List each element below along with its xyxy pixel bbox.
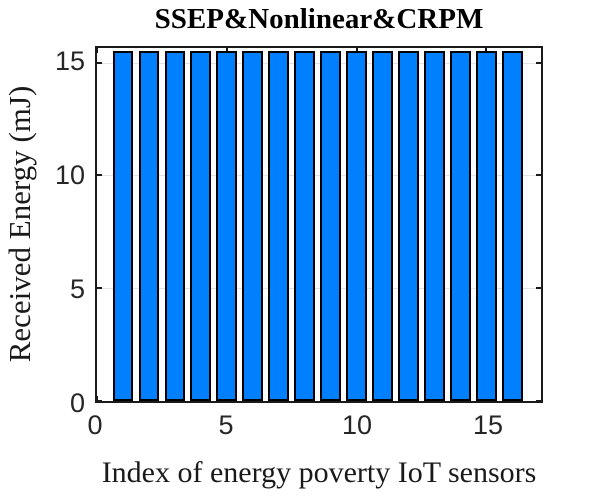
bar [190,51,212,401]
x-axis-label: Index of energy poverty IoT sensors [101,456,537,489]
bar [242,51,264,401]
bar [268,51,290,401]
x-tick-top [355,48,358,53]
chart-title: SSEP&Nonlinear&CRPM [154,3,484,35]
bar [398,51,419,401]
bar [346,51,368,401]
bar [502,51,523,401]
y-tick-label: 10 [54,159,85,190]
bar [372,51,393,401]
y-tick-left [97,174,102,177]
bar [320,51,342,401]
x-tick-top [96,48,98,53]
y-tick-right [536,400,541,402]
y-tick-right [536,174,541,177]
y-tick-left [97,61,102,64]
bar [424,51,445,401]
x-tick-bottom [96,396,98,401]
bar [164,51,186,401]
plot-area [95,46,543,403]
y-tick-left [97,400,102,402]
bar [294,51,316,401]
x-tick-top [485,48,488,53]
bar [476,51,497,401]
y-tick-label: 15 [54,45,85,76]
bar [112,51,134,401]
bar [450,51,471,401]
x-tick-top [225,48,228,53]
y-grid-line [97,288,541,290]
y-tick-label: 0 [69,388,85,418]
bar [138,51,160,401]
y-tick-left [97,287,102,290]
x-tick-label: 10 [341,410,372,440]
y-tick-right [536,61,541,64]
bar [216,51,238,401]
y-grid-line [97,62,541,64]
x-tick-label: 0 [87,410,103,440]
y-tick-label: 5 [69,273,85,304]
y-tick-right [536,287,541,290]
y-grid-line [97,175,541,177]
x-tick-label: 5 [218,410,234,440]
x-tick-label: 15 [472,410,503,440]
y-axis-label: Received Energy (mJ) [2,85,37,363]
